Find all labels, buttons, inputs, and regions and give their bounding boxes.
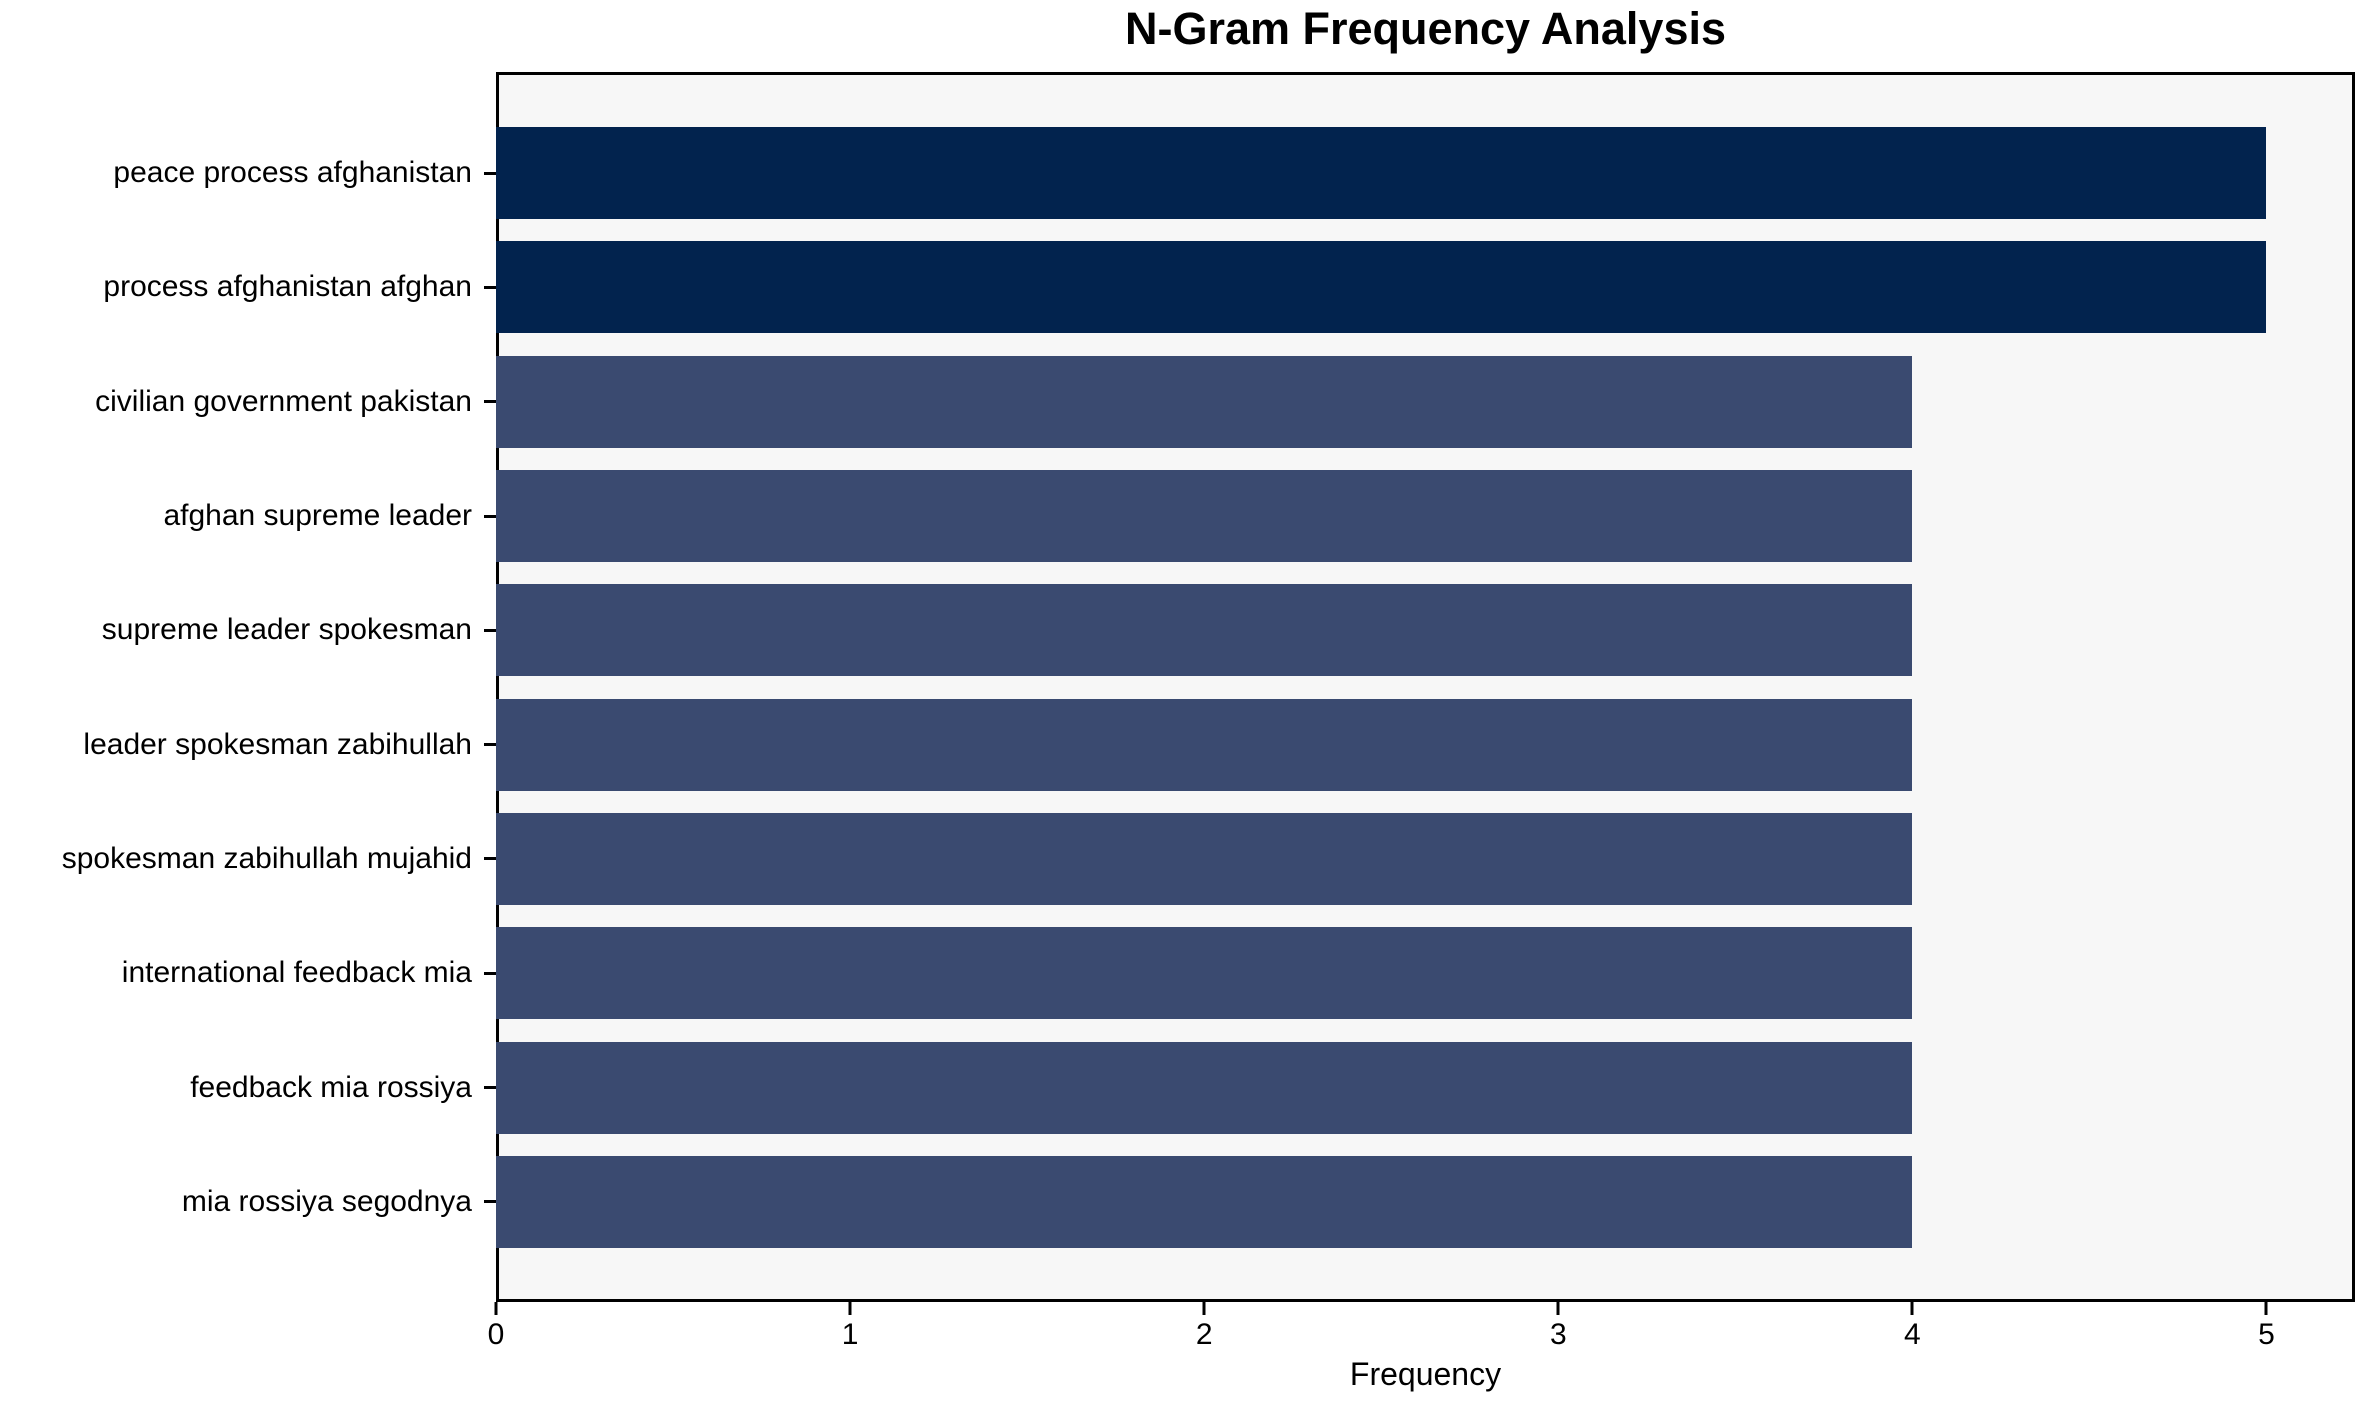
frequency-bar — [496, 1155, 1913, 1248]
frequency-bar — [496, 355, 1913, 448]
x-tick-label: 0 — [487, 1318, 505, 1351]
x-axis-label: Frequency — [1349, 1356, 1502, 1392]
category-label: mia rossiya segodnya — [181, 1184, 472, 1218]
y-tick-mark — [484, 171, 496, 175]
x-tick-label: 5 — [2258, 1318, 2275, 1351]
frequency-bar — [496, 470, 1913, 563]
bar-track — [496, 1030, 2355, 1144]
x-tick-mark — [2264, 1302, 2268, 1315]
bar-track — [496, 459, 2355, 573]
x-tick-mark — [1556, 1302, 1560, 1315]
bar-track — [496, 916, 2355, 1030]
y-tick-mark — [484, 628, 496, 632]
bar-track — [496, 687, 2355, 801]
y-tick-mark — [484, 971, 496, 975]
chart-title: N-Gram Frequency Analysis — [1124, 3, 1727, 54]
x-tick-mark — [1202, 1302, 1206, 1315]
category-label: leader spokesman zabihullah — [83, 727, 472, 761]
frequency-bar — [496, 1041, 1913, 1134]
x-axis-tick-labels: 0 1 2 3 4 5 — [488, 1318, 2355, 1358]
category-label: peace process afghanistan — [113, 156, 472, 190]
y-tick-mark — [484, 400, 496, 404]
x-tick-label: 2 — [1195, 1318, 1213, 1351]
frequency-bar — [496, 241, 2267, 334]
x-tick-label: 4 — [1904, 1318, 1921, 1351]
bar-track — [496, 345, 2355, 459]
x-tick-mark — [1910, 1302, 1914, 1315]
chart-row: spokesman zabihullah mujahid — [0, 802, 2355, 916]
category-label: spokesman zabihullah mujahid — [61, 841, 472, 875]
chart-row: feedback mia rossiya — [0, 1030, 2355, 1144]
chart-row: peace process afghanistan — [0, 116, 2355, 230]
x-tick-mark — [848, 1302, 852, 1315]
bar-track — [496, 230, 2355, 344]
chart-row: supreme leader spokesman — [0, 573, 2355, 687]
category-label: process afghanistan afghan — [103, 270, 472, 304]
y-tick-mark — [484, 1200, 496, 1204]
bar-track — [496, 1145, 2355, 1259]
category-label: civilian government pakistan — [95, 384, 472, 418]
x-tick-label: 1 — [841, 1318, 859, 1351]
x-tick-mark — [494, 1302, 498, 1315]
y-tick-mark — [484, 285, 496, 289]
frequency-bar — [496, 927, 1913, 1020]
y-tick-mark — [484, 514, 496, 518]
bar-rows: peace process afghanistan process afghan… — [0, 72, 2355, 1302]
x-axis-ticks — [494, 1302, 2355, 1318]
chart-row: leader spokesman zabihullah — [0, 687, 2355, 801]
category-label: international feedback mia — [121, 956, 472, 990]
category-label: feedback mia rossiya — [190, 1070, 472, 1104]
chart-row: mia rossiya segodnya — [0, 1145, 2355, 1259]
bar-track — [496, 116, 2355, 230]
chart-row: process afghanistan afghan — [0, 230, 2355, 344]
category-label: supreme leader spokesman — [101, 613, 472, 647]
frequency-bar — [496, 812, 1913, 905]
x-tick-label: 3 — [1549, 1318, 1567, 1351]
bar-track — [496, 802, 2355, 916]
frequency-bar — [496, 584, 1913, 677]
bar-track — [496, 573, 2355, 687]
category-label: afghan supreme leader — [163, 499, 472, 533]
chart-row: afghan supreme leader — [0, 459, 2355, 573]
frequency-bar — [496, 127, 2267, 220]
frequency-bar — [496, 698, 1913, 791]
chart-row: international feedback mia — [0, 916, 2355, 1030]
y-tick-mark — [484, 857, 496, 861]
chart-row: civilian government pakistan — [0, 345, 2355, 459]
y-tick-mark — [484, 1086, 496, 1090]
y-tick-mark — [484, 743, 496, 747]
